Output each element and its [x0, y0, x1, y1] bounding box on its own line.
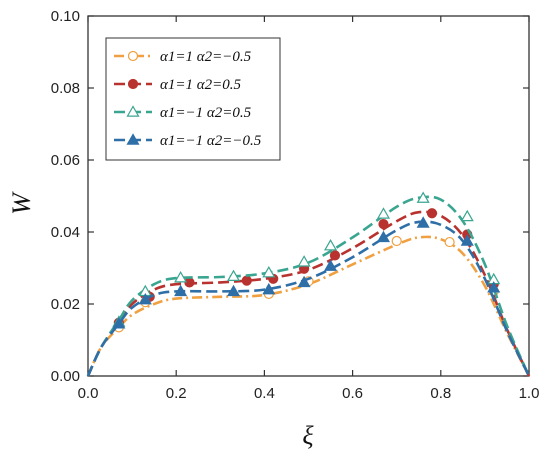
- data-point: [329, 250, 341, 261]
- series-4: [86, 216, 531, 377]
- series-line: [86, 195, 531, 377]
- data-point: [262, 265, 276, 278]
- data-point: [262, 282, 276, 295]
- series-1: [86, 235, 531, 377]
- legend-entry: α1=1 α2=−0.5: [114, 49, 252, 65]
- data-point: [174, 284, 188, 297]
- ticks-layer: 0.0 0.2 0.4 0.6 0.8 1.0 0.00 0.02 0.04 0.06 0.08 0.…: [51, 8, 540, 402]
- legend-marker: [127, 50, 139, 62]
- series-layer: [86, 191, 531, 377]
- series-2: [86, 208, 531, 377]
- x-tick-label: 1.0: [519, 385, 540, 402]
- data-point: [391, 235, 402, 247]
- x-tick-label: 0.0: [78, 385, 99, 402]
- series-line: [86, 235, 531, 377]
- legend-label: α1=1 α2=−0.5: [160, 49, 252, 65]
- data-point: [378, 218, 389, 230]
- x-tick-label: 0.8: [430, 385, 451, 402]
- legend-label: α1=1 α2=0.5: [160, 77, 241, 93]
- data-point: [138, 292, 152, 305]
- data-point: [460, 234, 474, 246]
- legend-marker: [126, 105, 140, 117]
- y-tick-label: 0.02: [51, 296, 80, 313]
- data-point: [174, 271, 188, 283]
- x-tick-label: 0.6: [342, 385, 363, 402]
- data-point: [376, 207, 391, 219]
- x-axis-label: ξ: [302, 421, 314, 450]
- y-axis-label: W: [7, 191, 36, 215]
- y-tick-label: 0.00: [51, 368, 80, 385]
- y-tick-label: 0.06: [51, 152, 80, 169]
- data-point: [460, 209, 474, 222]
- data-point: [376, 230, 391, 243]
- x-tick-label: 0.2: [166, 385, 187, 402]
- data-point: [226, 284, 241, 297]
- data-point: [324, 259, 338, 271]
- legend-label: α1=−1 α2=−0.5: [160, 133, 262, 149]
- y-tick-label: 0.08: [51, 80, 80, 97]
- data-point: [444, 236, 455, 248]
- data-point: [241, 275, 252, 286]
- data-point: [416, 216, 430, 228]
- legend-entry: α1=−1 α2=0.5: [114, 105, 252, 121]
- data-point: [487, 281, 501, 293]
- x-tick-label: 0.4: [254, 385, 275, 402]
- data-point: [112, 317, 126, 329]
- legend-label: α1=−1 α2=0.5: [160, 105, 252, 121]
- data-point: [324, 238, 338, 251]
- series-line: [86, 220, 531, 377]
- data-point: [297, 275, 311, 288]
- legend-marker: [126, 133, 140, 145]
- legend: α1=1 α2=−0.5 α1=1 α2=0.5 α1=−1 α2=0.5 α1=−1…: [105, 37, 281, 161]
- y-tick-label: 0.10: [51, 8, 80, 25]
- data-point: [297, 255, 311, 267]
- legend-entry: α1=1 α2=0.5: [114, 77, 241, 93]
- legend-entry: α1=−1 α2=−0.5: [114, 133, 262, 149]
- data-point: [226, 269, 241, 282]
- y-tick-label: 0.04: [51, 224, 80, 241]
- data-point: [426, 208, 438, 219]
- legend-marker: [127, 78, 139, 90]
- plot-frame: [87, 15, 530, 377]
- data-point: [416, 191, 430, 203]
